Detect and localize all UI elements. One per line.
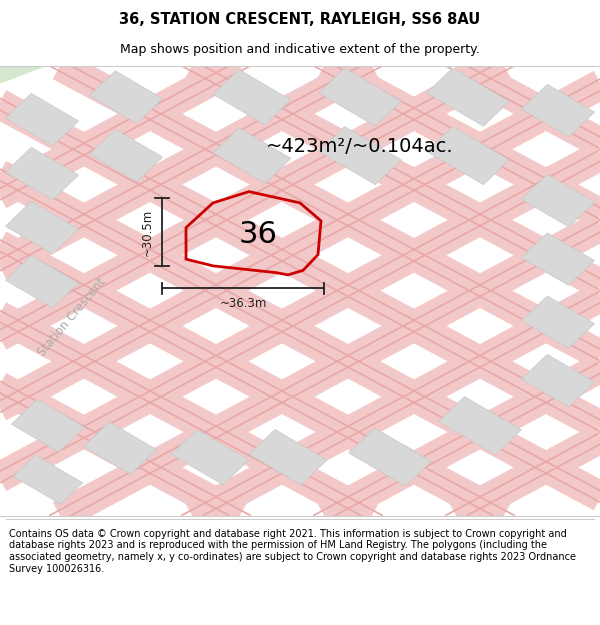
Text: ~36.3m: ~36.3m [220, 297, 266, 310]
Polygon shape [5, 148, 79, 200]
Polygon shape [213, 69, 291, 125]
Polygon shape [13, 455, 83, 504]
Polygon shape [427, 127, 509, 184]
Polygon shape [319, 68, 401, 126]
Polygon shape [171, 429, 249, 485]
Polygon shape [427, 68, 509, 126]
Polygon shape [349, 428, 431, 486]
Text: 36, STATION CRESCENT, RAYLEIGH, SS6 8AU: 36, STATION CRESCENT, RAYLEIGH, SS6 8AU [119, 12, 481, 27]
Polygon shape [0, 66, 48, 84]
Polygon shape [319, 127, 401, 184]
Text: Contains OS data © Crown copyright and database right 2021. This information is : Contains OS data © Crown copyright and d… [9, 529, 576, 574]
Polygon shape [83, 422, 157, 474]
Polygon shape [213, 128, 291, 183]
Polygon shape [11, 399, 85, 452]
Polygon shape [521, 174, 595, 227]
Polygon shape [521, 354, 595, 407]
Polygon shape [5, 93, 79, 146]
Text: ~30.5m: ~30.5m [140, 209, 154, 256]
Text: Map shows position and indicative extent of the property.: Map shows position and indicative extent… [120, 42, 480, 56]
Polygon shape [521, 84, 595, 137]
Polygon shape [521, 233, 595, 286]
Polygon shape [89, 129, 163, 182]
Text: 36: 36 [239, 220, 277, 249]
Polygon shape [249, 429, 327, 485]
Text: ~423m²/~0.104ac.: ~423m²/~0.104ac. [266, 137, 454, 156]
Text: Station Crescent: Station Crescent [35, 276, 109, 359]
Polygon shape [89, 71, 163, 123]
Polygon shape [5, 256, 79, 308]
Polygon shape [521, 296, 595, 348]
Polygon shape [439, 397, 521, 454]
Polygon shape [5, 201, 79, 254]
